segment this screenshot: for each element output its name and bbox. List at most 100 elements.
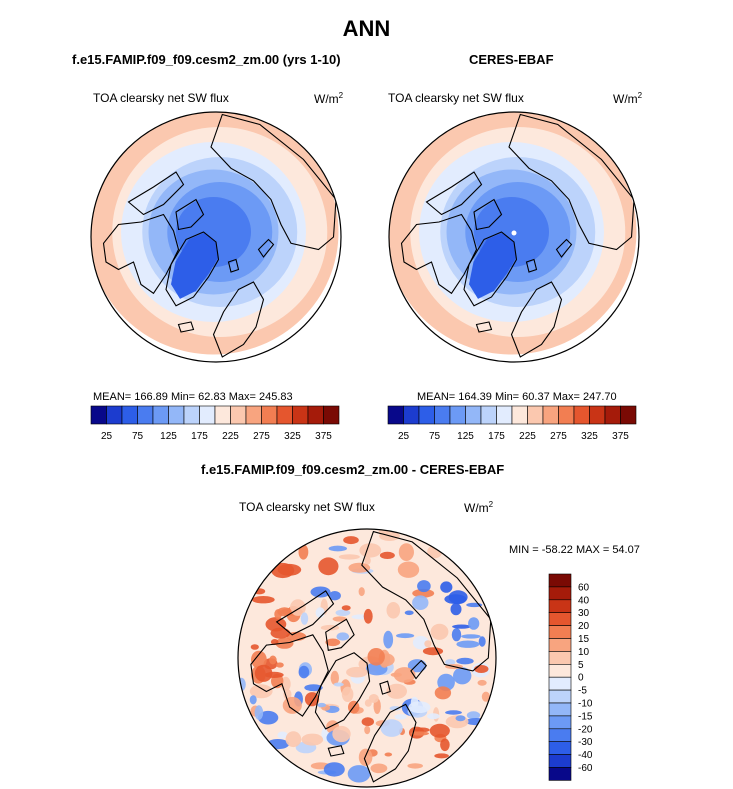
test-colorbar-tick-label: 25: [101, 431, 113, 442]
test-colorbar-tick-label: 375: [315, 431, 332, 442]
difference-colorbar-tick-label: -20: [578, 724, 593, 735]
difference-patch: [410, 731, 429, 736]
difference-colorbar-tick-label: -60: [578, 763, 593, 774]
difference-patch: [398, 543, 414, 561]
difference-colorbar-box: [548, 664, 572, 678]
test-coastline: [175, 198, 205, 231]
test-colorbar-box: [183, 405, 200, 425]
reference-pole-mark: [511, 230, 517, 236]
reference-colorbar-box: [542, 405, 559, 425]
difference-patch: [445, 659, 456, 666]
difference-colorbar-tick-label: 15: [578, 634, 590, 645]
difference-patch: [474, 665, 489, 673]
difference-coastline: [327, 745, 345, 757]
difference-patch: [427, 713, 440, 720]
test-stats: MEAN= 166.89 Min= 62.83 Max= 245.83: [93, 391, 293, 403]
difference-patch: [359, 543, 382, 558]
reference-coastline: [473, 198, 503, 231]
test-colorbar-box: [307, 405, 324, 425]
difference-patch: [300, 612, 309, 625]
reference-map: [388, 111, 640, 363]
reference-coastline: [400, 213, 478, 295]
difference-patch: [477, 679, 487, 686]
difference-patch: [346, 666, 368, 678]
difference-case-title: f.e15.FAMIP.f09_f09.cesm2_zm.00 - CERES-…: [201, 462, 505, 477]
reference-colorbar-box: [604, 405, 621, 425]
difference-patch: [283, 689, 292, 700]
difference-patch: [368, 694, 379, 703]
difference-patch: [361, 717, 374, 727]
difference-colorbar-box: [548, 586, 572, 601]
difference-patch: [389, 706, 402, 711]
difference-patch: [363, 608, 373, 624]
difference-patch: [408, 701, 431, 714]
reference-coastline: [425, 171, 483, 216]
difference-patch: [328, 591, 341, 601]
difference-coastline: [275, 590, 335, 636]
difference-colorbar-box: [548, 599, 572, 613]
difference-patch: [276, 662, 284, 668]
difference-patch: [254, 705, 264, 720]
test-colorbar-box: [292, 405, 309, 425]
difference-patch: [251, 596, 275, 604]
test-colorbar-box: [152, 405, 169, 425]
difference-patch: [330, 670, 339, 685]
reference-colorbar-box: [480, 405, 497, 425]
difference-patch: [310, 586, 331, 598]
difference-patch: [386, 683, 407, 699]
reference-variable-label: TOA clearsky net SW flux: [388, 91, 524, 105]
difference-colorbar-box: [548, 754, 572, 768]
test-colorbar-tick-label: 325: [284, 431, 301, 442]
test-map: [90, 111, 342, 363]
difference-patch: [452, 624, 471, 629]
difference-patch: [451, 628, 462, 642]
reference-colorbar-box: [496, 405, 513, 425]
test-colorbar-box: [323, 405, 340, 425]
reference-colorbar-tick-label: 375: [612, 431, 629, 442]
reference-colorbar-box: [434, 405, 451, 425]
reference-stats: MEAN= 164.39 Min= 60.37 Max= 247.70: [417, 391, 617, 403]
test-coastline: [102, 213, 180, 295]
difference-patch: [394, 714, 407, 720]
difference-patch: [304, 684, 323, 692]
difference-patch: [282, 696, 302, 714]
difference-patch: [383, 630, 394, 649]
difference-patch: [440, 738, 450, 752]
figure-title: ANN: [342, 16, 391, 41]
test-coastline: [210, 113, 337, 251]
difference-patch: [461, 634, 481, 639]
test-coastline: [127, 171, 185, 216]
difference-coastline: [314, 652, 371, 730]
difference-patch: [456, 657, 474, 665]
difference-coastline: [325, 618, 355, 651]
difference-patch: [453, 667, 472, 685]
difference-patch: [333, 682, 344, 687]
difference-patch: [318, 557, 339, 576]
difference-variable-label: TOA clearsky net SW flux: [239, 500, 375, 514]
difference-patch: [249, 684, 273, 699]
difference-patch: [412, 588, 435, 598]
difference-patch: [270, 627, 291, 639]
test-units: W/m2: [314, 91, 344, 106]
test-colorbar-box: [199, 405, 216, 425]
difference-patch: [341, 605, 351, 611]
test-colorbar-box: [230, 405, 247, 425]
test-colorbar-tick-label: 225: [222, 431, 239, 442]
difference-patch: [379, 551, 395, 559]
reference-colorbar-tick-label: 225: [519, 431, 536, 442]
test-colorbar-box: [90, 405, 107, 425]
reference-colorbar-box: [449, 405, 466, 425]
difference-patch: [465, 718, 489, 726]
difference-colorbar-tick-label: -15: [578, 711, 593, 722]
reference-colorbar: 25 75 125 175 225 275 325 375: [387, 405, 637, 442]
difference-map-border: [237, 528, 497, 788]
difference-patch: [269, 655, 277, 665]
difference-patch: [367, 648, 385, 666]
difference-patch: [364, 725, 371, 735]
reference-map-border: [388, 111, 640, 363]
test-coastline: [165, 231, 220, 307]
difference-colorbar-box: [548, 767, 572, 781]
difference-patch: [396, 633, 415, 639]
difference-patch: [434, 753, 449, 759]
difference-colorbar-tick-label: 60: [578, 582, 590, 593]
